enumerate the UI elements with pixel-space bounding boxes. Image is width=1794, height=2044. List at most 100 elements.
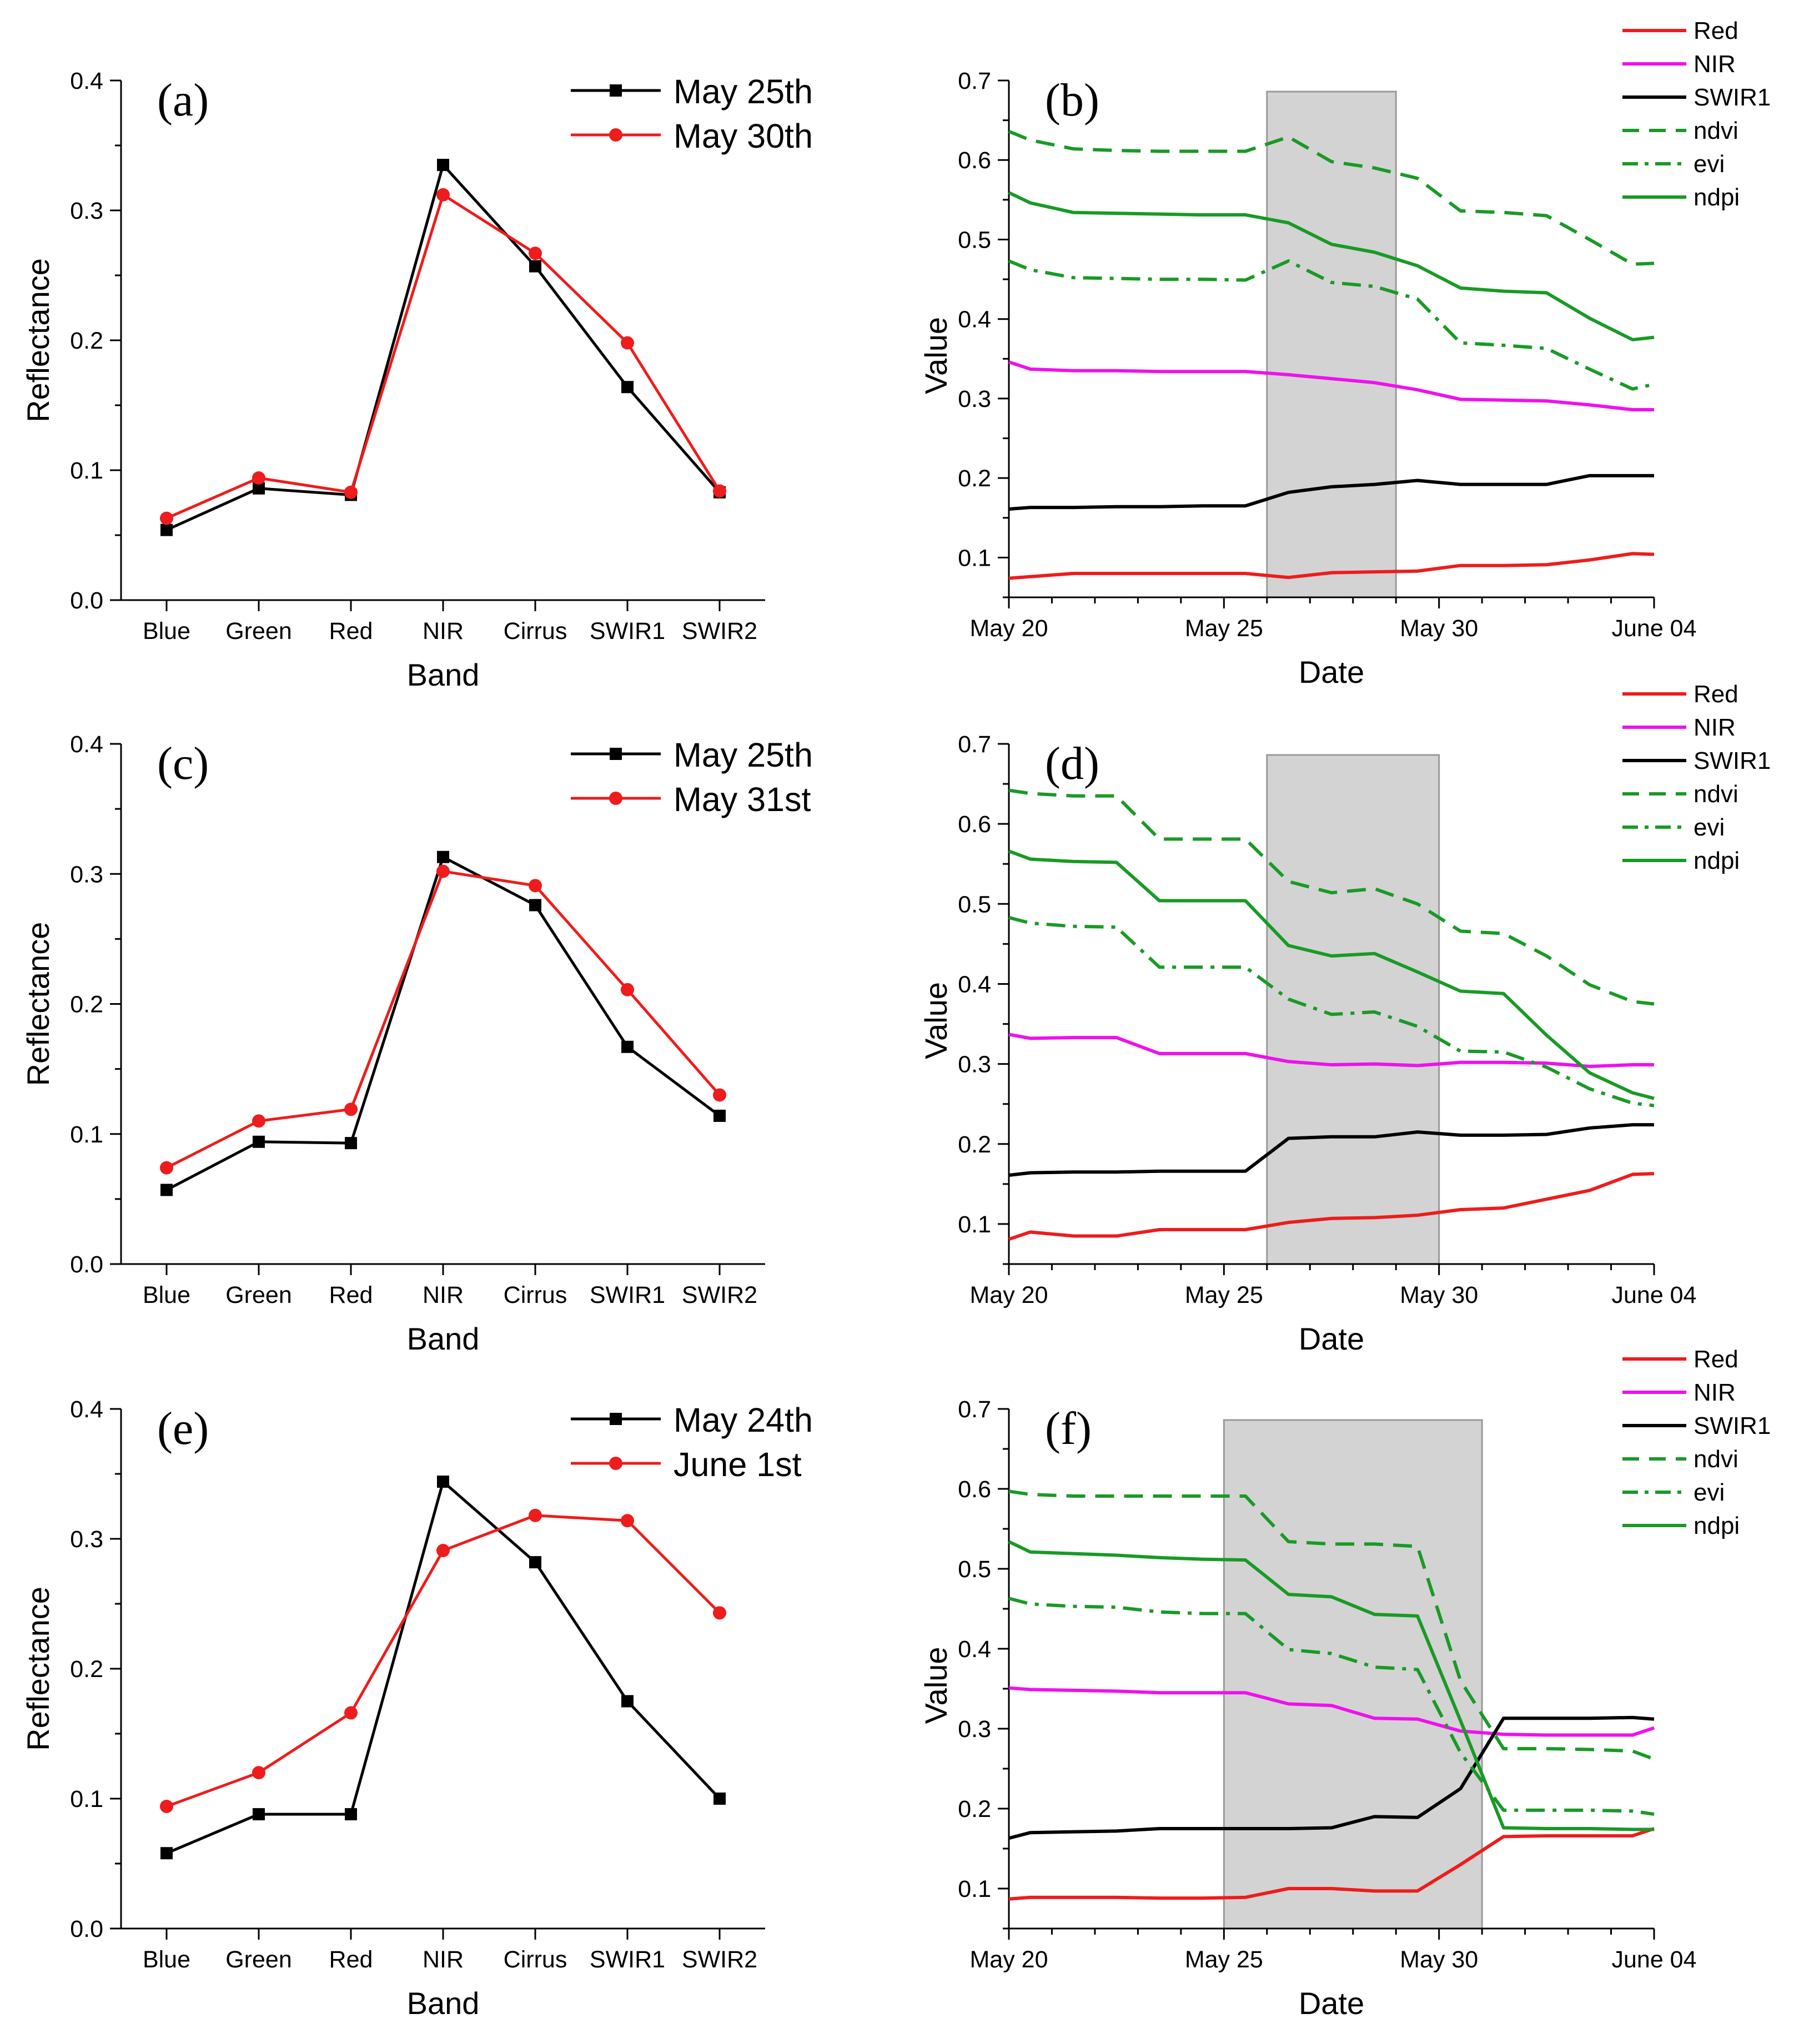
panel-c-data-point (252, 1114, 265, 1128)
panel-e-data-point (437, 1476, 449, 1488)
panel-f-legend-label: ndvi (1694, 1446, 1738, 1473)
panel-b-legend-label: NIR (1694, 51, 1736, 78)
panel-d-legend-label: SWIR1 (1694, 747, 1771, 774)
panel-b-series-nir (1008, 360, 1654, 411)
panel-c-data-point (713, 1088, 726, 1102)
panel-e-data-point (344, 1706, 358, 1720)
panel-c-xtick-label: Cirrus (504, 1282, 567, 1308)
panel-a-ytick-label: 0.1 (70, 457, 103, 484)
panel-e-data-point (621, 1514, 634, 1528)
panel-b-ytick-label: 0.2 (958, 465, 991, 492)
panel-e-data-point (252, 1766, 265, 1780)
panel-f-chart: 0.1 0.2 0.3 0.4 0.5 0.6 0.7 May 20 May 25 May 30 J… (918, 1346, 1771, 2021)
panel-d-legend-label: Red (1694, 681, 1738, 708)
panel-b-ytick-label: 0.1 (958, 545, 991, 571)
panel-e-data-point (713, 1606, 726, 1620)
panel-a-data-point (621, 381, 634, 394)
panel-b-series-swir1 (1008, 474, 1654, 511)
panel-d-series-evi (1008, 915, 1655, 1107)
panel-e-data-point (436, 1544, 450, 1558)
panel-e-ytick-label: 0.0 (70, 1916, 103, 1942)
panel-c-data-point (253, 1135, 265, 1148)
panel-d-ytick-label: 0.6 (958, 811, 991, 838)
panel-d-series-swir1 (1008, 1123, 1654, 1177)
panel-b-series-evi (1008, 259, 1655, 391)
panel-b-legend-label: Red (1694, 17, 1738, 44)
panel-d-ytick-label: 0.1 (958, 1211, 991, 1238)
panel-b-xtick-label: May 25 (1185, 615, 1263, 642)
panel-f-series-ndpi (1008, 1540, 1654, 1831)
panel-f-legend-label: ndpi (1694, 1512, 1740, 1539)
panel-a-data-point (160, 523, 173, 536)
panel-f-legend-label: Red (1694, 1346, 1738, 1373)
panel-c-data-point (436, 864, 450, 878)
panel-d-legend-label: ndpi (1694, 847, 1740, 874)
panel-a-chart: 0.0 0.1 0.2 0.3 0.4 Blue Green Red NIR Cirrus SWIR… (21, 68, 813, 692)
panel-d-xtick-label: June 04 (1611, 1282, 1696, 1308)
panel-e-xtick-label: SWIR2 (682, 1946, 757, 1973)
panel-f-ytick-label: 0.3 (958, 1716, 991, 1743)
panel-e-xtick-label: SWIR1 (590, 1946, 665, 1973)
panel-a-data-point (437, 159, 449, 172)
panel-d-series-red (1008, 1172, 1655, 1241)
panel-c-ytick-label: 0.4 (70, 731, 103, 758)
panel-e-ytick-label: 0.3 (70, 1526, 103, 1553)
panel-d-chart: 0.1 0.2 0.3 0.4 0.5 0.6 0.7 May 20 May 25 May 30 J… (918, 681, 1771, 1356)
panel-e-legend-marker (610, 1413, 622, 1425)
panel-e-legend-label: June 1st (674, 1446, 802, 1483)
panel-a-xaxis-label: Band (407, 657, 480, 692)
panel-f-legend-label: evi (1694, 1479, 1725, 1506)
panel-c-label: (c) (157, 738, 209, 789)
panel-c-legend-label: May 31st (674, 781, 811, 818)
panel-e-xtick-label: NIR (423, 1946, 464, 1973)
panel-f-ytick-label: 0.4 (958, 1636, 991, 1663)
panel-c-xtick-label: Red (329, 1282, 373, 1308)
panel-d-legend-label: evi (1694, 814, 1725, 841)
panel-a-xtick-label: NIR (423, 618, 464, 645)
panel-a-legend-marker (609, 128, 622, 142)
panel-d-xtick-label: May 20 (969, 1282, 1048, 1308)
panel-c-ytick-label: 0.1 (70, 1121, 103, 1148)
panel-d-legend-label: NIR (1694, 714, 1736, 741)
panel-c-legend-marker (610, 748, 622, 760)
panel-a-xtick-label: SWIR2 (682, 618, 757, 645)
panel-f-shaded-region (1223, 1419, 1483, 1930)
panel-c-data-point (713, 1109, 726, 1122)
panel-e-legend-marker (609, 1457, 622, 1470)
panel-b-ytick-label: 0.4 (958, 306, 991, 333)
panel-f-ytick-label: 0.6 (958, 1476, 991, 1503)
panel-d-shaded-region (1266, 754, 1440, 1265)
panel-c-series-line-1 (165, 855, 721, 1191)
panel-e-data-point (160, 1847, 173, 1860)
panel-c-data-point (345, 1137, 357, 1150)
panel-f-xtick-label: May 20 (969, 1946, 1048, 1973)
panel-c-data-point (437, 850, 449, 863)
panel-f-label: (f) (1045, 1403, 1092, 1454)
panel-d-series-nir (1008, 1033, 1654, 1068)
panel-d-legend-label: ndvi (1694, 781, 1738, 808)
panel-d-series-ndvi (1008, 788, 1655, 1006)
panel-a-data-point (344, 485, 358, 499)
panel-a-ytick-label: 0.3 (70, 198, 103, 224)
panel-a-data-point (252, 471, 265, 485)
panel-f-series-evi (1008, 1597, 1655, 1816)
panel-b-yaxis-label: Value (918, 317, 953, 394)
panel-c-xtick-label: Blue (143, 1282, 190, 1308)
panel-e-data-point (621, 1695, 634, 1708)
panel-b-xtick-label: June 04 (1611, 615, 1696, 642)
panel-d-xtick-label: May 25 (1185, 1282, 1263, 1308)
panel-a-xtick-label: Blue (143, 618, 190, 645)
panel-d-yaxis-label: Value (918, 982, 953, 1059)
panel-d-ytick-label: 0.2 (958, 1131, 991, 1158)
panel-e-ytick-label: 0.1 (70, 1786, 103, 1813)
panel-a-xtick-label: Green (225, 618, 292, 645)
panel-c-xtick-label: NIR (423, 1282, 464, 1308)
panel-f-xtick-label: May 30 (1400, 1946, 1478, 1973)
panel-e-series-line-2 (166, 1514, 721, 1808)
panel-c-legend-marker (609, 792, 622, 805)
panel-a-xtick-label: Cirrus (504, 618, 567, 645)
panel-a-data-point (253, 482, 265, 495)
panel-f-series-red (1008, 1827, 1655, 1901)
panel-c-data-point (160, 1184, 173, 1196)
panel-c-data-point (529, 879, 542, 893)
